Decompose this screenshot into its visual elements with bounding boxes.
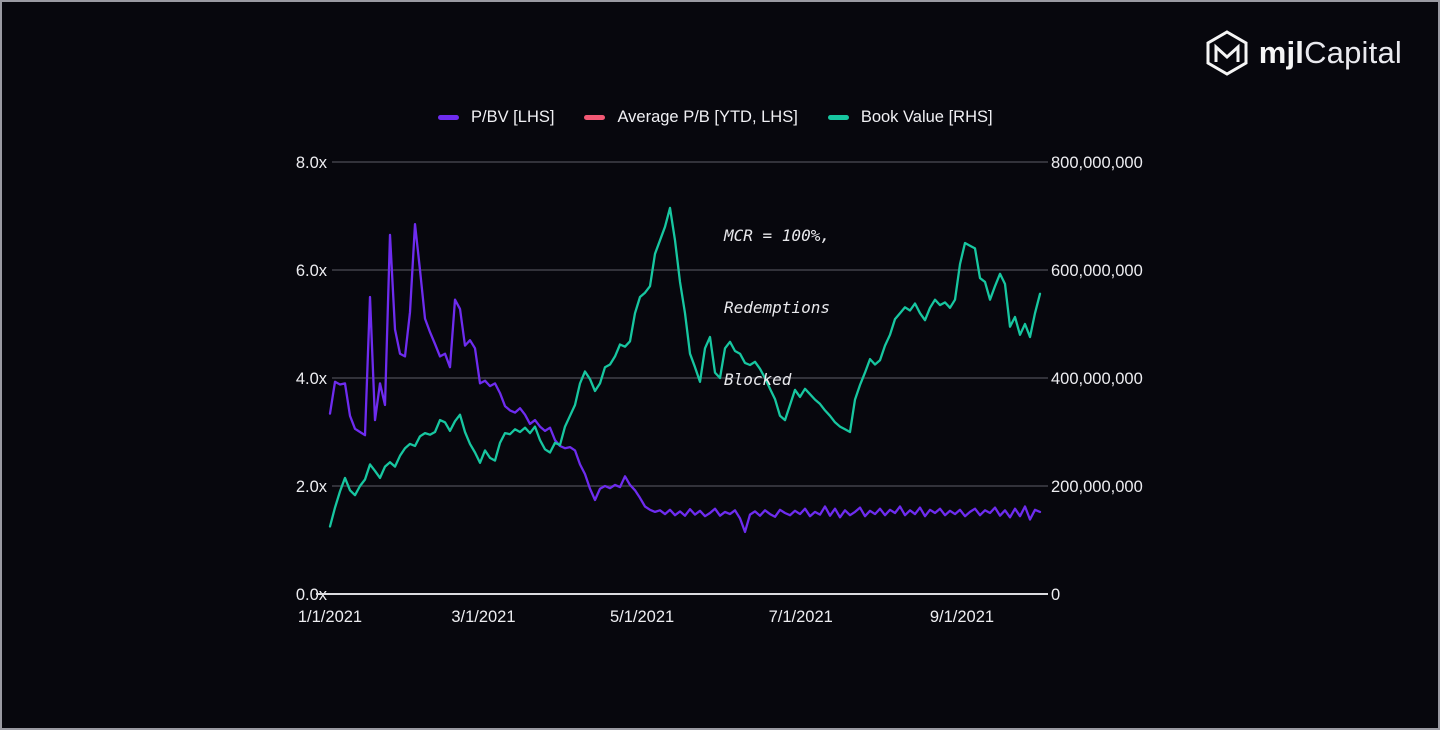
legend-swatch-pbv-icon bbox=[438, 115, 459, 120]
series-line-book-value-rhs bbox=[328, 206, 1042, 528]
legend-swatch-book-value-icon bbox=[827, 115, 849, 120]
mjl-cube-hexagon-icon bbox=[1206, 30, 1248, 76]
y-left-tick-label: 8.0x bbox=[296, 154, 328, 172]
legend-swatch-average-pb-icon bbox=[584, 115, 606, 120]
logo-wordmark: mjlCapital bbox=[1259, 30, 1402, 76]
annotation-line-2: Redemptions bbox=[724, 298, 830, 317]
y-right-tick-label: 200,000,000 bbox=[1051, 478, 1143, 496]
x-tick-label: 5/1/2021 bbox=[610, 608, 674, 626]
y-right-tick-label: 600,000,000 bbox=[1051, 262, 1143, 280]
legend-item-pbv-lhs[interactable]: P/BV [LHS] bbox=[438, 108, 554, 127]
annotation-line-3: Blocked bbox=[724, 370, 792, 389]
x-tick-label: 3/1/2021 bbox=[451, 608, 515, 626]
mcr-annotation: MCR = 100%, Redemptions Blocked bbox=[724, 176, 830, 440]
y-right-tick-label: 0 bbox=[1051, 586, 1060, 604]
mjl-capital-logo: mjlCapital bbox=[1205, 30, 1402, 76]
y-left-tick-label: 6.0x bbox=[296, 262, 328, 280]
legend-label-average-pb: Average P/B [YTD, LHS] bbox=[617, 108, 798, 126]
y-left-tick-label: 4.0x bbox=[296, 370, 328, 388]
logo-text-capital: Capital bbox=[1304, 35, 1402, 70]
series-line-p-bv-lhs bbox=[328, 222, 1042, 534]
x-tick-label: 1/1/2021 bbox=[298, 608, 362, 626]
y-left-tick-label: 2.0x bbox=[296, 478, 328, 496]
logo-text-mjl: mjl bbox=[1258, 35, 1305, 70]
y-right-tick-label: 800,000,000 bbox=[1051, 154, 1143, 172]
annotation-line-1: MCR = 100%, bbox=[724, 226, 830, 245]
chart-legend: P/BV [LHS] Average P/B [YTD, LHS] Book V… bbox=[438, 108, 993, 127]
legend-label-pbv: P/BV [LHS] bbox=[471, 108, 555, 126]
x-tick-label: 7/1/2021 bbox=[769, 608, 833, 626]
legend-item-book-value-rhs[interactable]: Book Value [RHS] bbox=[827, 108, 993, 127]
legend-item-average-pb-ytd-lhs[interactable]: Average P/B [YTD, LHS] bbox=[584, 108, 798, 127]
legend-label-book-value: Book Value [RHS] bbox=[860, 108, 993, 126]
y-right-tick-label: 400,000,000 bbox=[1051, 370, 1143, 388]
y-left-tick-label: 0.0x bbox=[296, 586, 328, 604]
x-tick-label: 9/1/2021 bbox=[930, 608, 994, 626]
